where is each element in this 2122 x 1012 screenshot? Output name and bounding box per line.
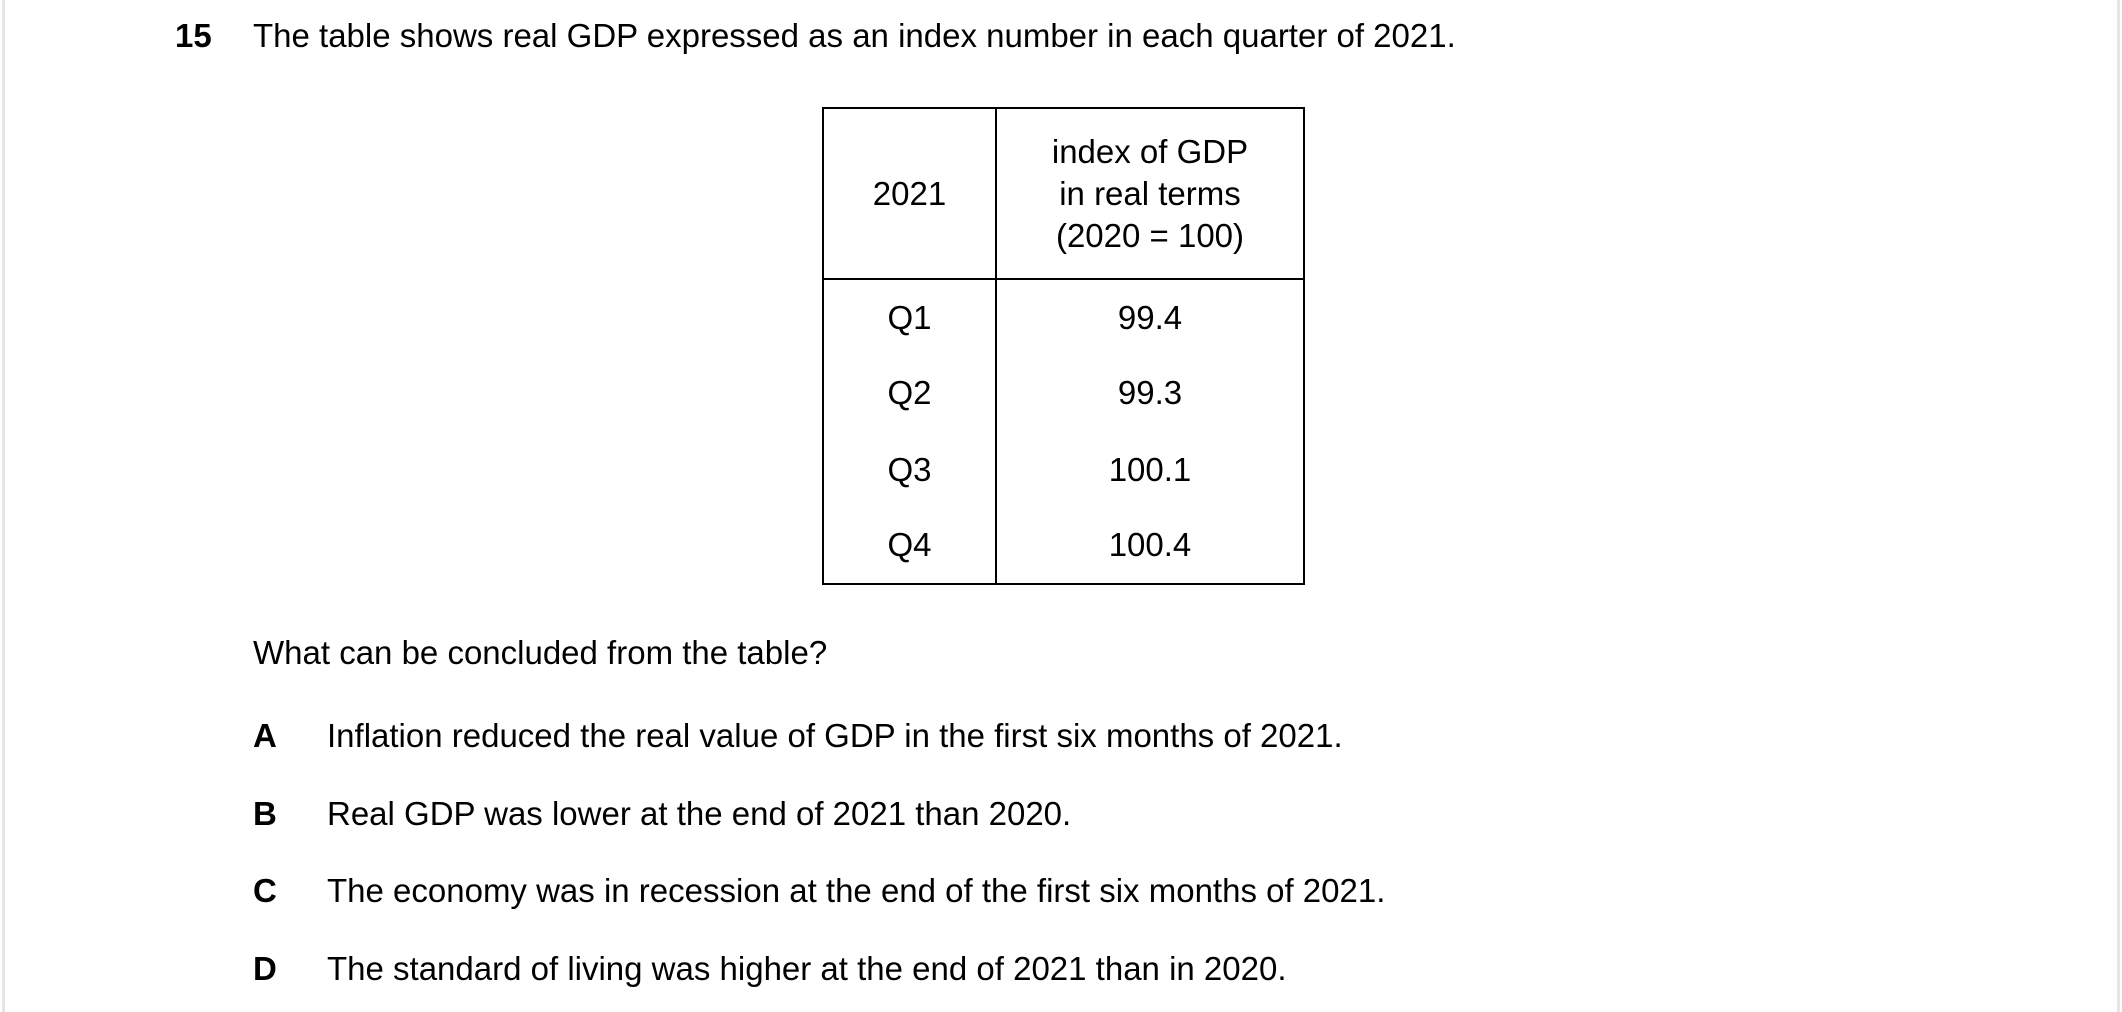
table-header-index-line3: (2020 = 100) (1055, 216, 1245, 254)
table-header-row: 2021 index of GDP in real terms (2020 = … (822, 107, 1305, 280)
option-a-letter: A (253, 717, 277, 754)
page-right-edge (2117, 0, 2120, 1012)
quarter-cell: Q4 (822, 507, 997, 584)
question-number: 15 (175, 17, 212, 54)
index-cell: 99.3 (995, 355, 1305, 432)
table-row: Q2 99.3 (822, 355, 1305, 432)
option-d-letter: D (253, 950, 277, 987)
question-prompt: What can be concluded from the table? (253, 634, 828, 671)
gdp-index-table: 2021 index of GDP in real terms (2020 = … (822, 107, 1305, 585)
index-cell: 99.4 (995, 279, 1305, 356)
index-cell: 100.4 (995, 507, 1305, 584)
option-c: C The economy was in recession at the en… (253, 871, 1385, 911)
quarter-cell: Q1 (822, 279, 997, 356)
index-cell: 100.1 (995, 431, 1305, 508)
table-row: Q4 100.4 (822, 507, 1305, 584)
table-header-year: 2021 (822, 107, 997, 280)
question-text: The table shows real GDP expressed as an… (253, 17, 1456, 54)
option-d: D The standard of living was higher at t… (253, 949, 1287, 989)
table-header-index-line1: index of GDP (1051, 132, 1249, 170)
quarter-cell: Q3 (822, 431, 997, 508)
quarter-cell: Q2 (822, 355, 997, 432)
option-b: B Real GDP was lower at the end of 2021 … (253, 794, 1071, 834)
option-a-text: Inflation reduced the real value of GDP … (327, 717, 1343, 754)
table-header-index-line2: in real terms (1059, 174, 1241, 212)
question-line: 15 The table shows real GDP expressed as… (175, 16, 1456, 56)
option-b-text: Real GDP was lower at the end of 2021 th… (327, 795, 1072, 832)
option-c-letter: C (253, 872, 277, 909)
page-left-edge (2, 0, 5, 1012)
table-row: Q1 99.4 (822, 279, 1305, 356)
table-header-index: index of GDP in real terms (2020 = 100) (995, 107, 1305, 280)
option-b-letter: B (253, 795, 277, 832)
table-row: Q3 100.1 (822, 431, 1305, 508)
option-c-text: The economy was in recession at the end … (327, 872, 1386, 909)
option-d-text: The standard of living was higher at the… (327, 950, 1287, 987)
option-a: A Inflation reduced the real value of GD… (253, 716, 1343, 756)
